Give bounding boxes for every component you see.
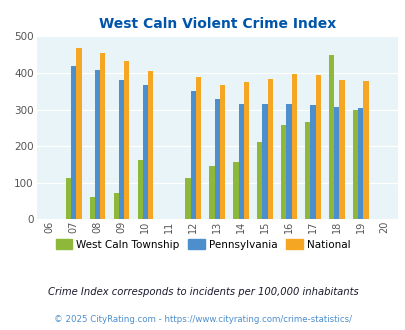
Bar xyxy=(190,91,196,219)
Bar xyxy=(362,81,368,219)
Bar xyxy=(256,142,262,219)
Bar xyxy=(262,104,267,219)
Title: West Caln Violent Crime Index: West Caln Violent Crime Index xyxy=(98,17,335,31)
Bar xyxy=(352,110,357,219)
Bar xyxy=(143,85,148,219)
Bar xyxy=(209,166,214,219)
Text: Crime Index corresponds to incidents per 100,000 inhabitants: Crime Index corresponds to incidents per… xyxy=(47,287,358,297)
Bar xyxy=(357,108,362,219)
Bar xyxy=(100,53,105,219)
Text: © 2025 CityRating.com - https://www.cityrating.com/crime-statistics/: © 2025 CityRating.com - https://www.city… xyxy=(54,315,351,324)
Bar xyxy=(280,125,286,219)
Bar xyxy=(214,99,219,219)
Bar xyxy=(304,122,309,219)
Bar xyxy=(137,160,143,219)
Bar xyxy=(286,104,291,219)
Bar xyxy=(333,107,339,219)
Bar xyxy=(113,193,119,219)
Bar xyxy=(339,80,344,219)
Bar xyxy=(309,105,315,219)
Bar xyxy=(124,61,129,219)
Bar xyxy=(90,197,95,219)
Bar xyxy=(185,179,190,219)
Bar xyxy=(315,75,320,219)
Bar xyxy=(148,71,153,219)
Bar xyxy=(119,80,124,219)
Bar xyxy=(291,74,296,219)
Bar xyxy=(232,162,238,219)
Bar xyxy=(328,54,333,219)
Bar xyxy=(196,77,201,219)
Bar xyxy=(238,104,243,219)
Bar xyxy=(219,85,224,219)
Bar xyxy=(76,49,81,219)
Bar xyxy=(267,79,272,219)
Bar xyxy=(243,82,248,219)
Legend: West Caln Township, Pennsylvania, National: West Caln Township, Pennsylvania, Nation… xyxy=(51,235,354,254)
Bar xyxy=(95,70,100,219)
Bar xyxy=(66,179,71,219)
Bar xyxy=(71,66,76,219)
